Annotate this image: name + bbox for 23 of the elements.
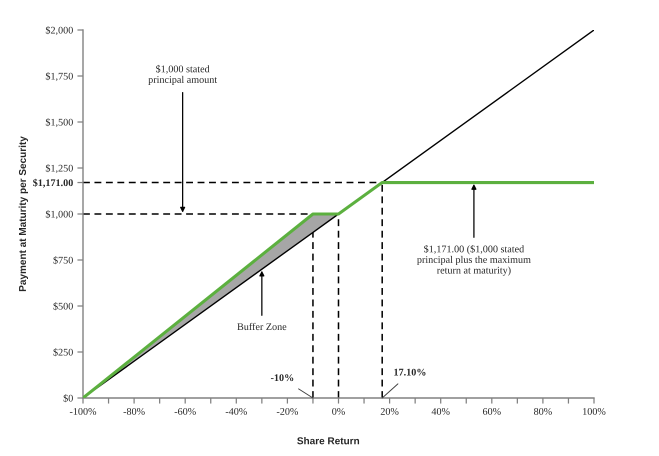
x-tick-label: -20%: [276, 408, 298, 415]
x-tick-label: -100%: [70, 408, 96, 415]
x-axis-title: Share Return: [297, 437, 360, 444]
x-tick-label: 60%: [482, 408, 501, 415]
y-tick-label: $1,250: [46, 164, 73, 174]
y-tick-label: $250: [53, 348, 73, 356]
y-tick-label: $0: [64, 394, 73, 402]
x-tick-label: -80%: [123, 408, 145, 415]
x-tick-label: 100%: [583, 408, 606, 415]
x-tick-label: 80%: [534, 408, 552, 415]
y-tick-label: $2,000: [46, 26, 73, 36]
x-tick-label: -60%: [174, 408, 196, 415]
y-tick-label: $1,500: [46, 118, 73, 128]
y-tick-label: $1,750: [46, 72, 73, 82]
x-tick-label: -40%: [226, 408, 247, 415]
x-tick-label: 20%: [380, 408, 399, 415]
x-tick-label: 40%: [432, 408, 450, 415]
y-axis-title: Payment at Maturity per Security: [18, 136, 28, 292]
y-tick-label: $1,000: [46, 210, 73, 220]
x-tick-label: 0%: [332, 408, 345, 415]
y-tick-label: $750: [53, 256, 73, 264]
y-tick-label: $500: [53, 302, 73, 310]
y-tick-label: $1,171.00: [33, 178, 73, 188]
